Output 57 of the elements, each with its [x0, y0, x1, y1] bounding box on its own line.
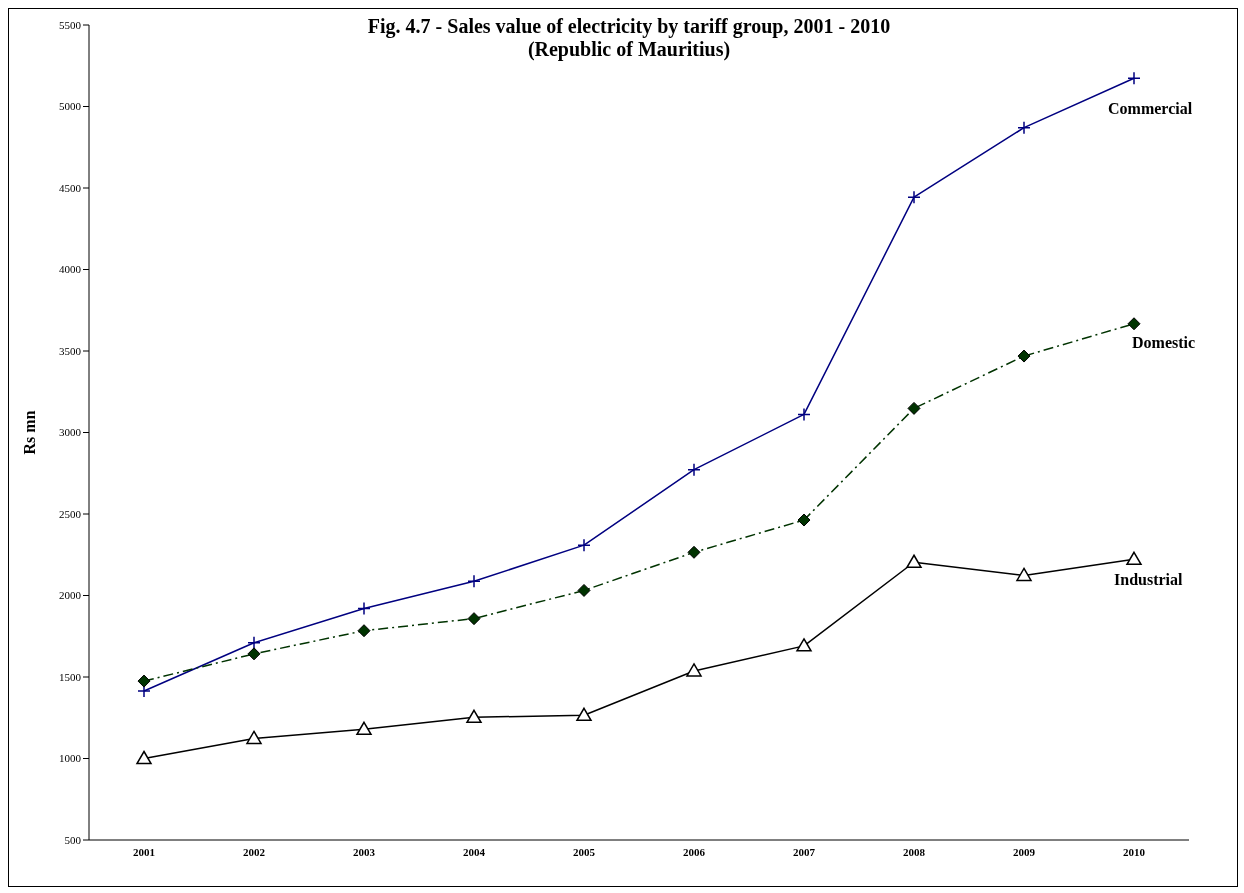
x-tick-label: 2005 — [573, 845, 596, 858]
point — [1127, 71, 1141, 86]
y-tick-label: 5500 — [59, 18, 82, 31]
point — [467, 612, 481, 626]
x-tick-label: 2007 — [793, 845, 816, 858]
x-tick-label: 2001 — [133, 845, 155, 858]
y-tick-label: 3500 — [59, 344, 82, 357]
point — [357, 601, 371, 616]
point — [137, 674, 151, 688]
point — [797, 513, 811, 527]
point — [686, 663, 702, 677]
y-tick-label: 2500 — [59, 507, 82, 520]
point — [356, 721, 372, 736]
point — [1017, 120, 1031, 135]
point — [687, 545, 701, 559]
point — [1126, 551, 1142, 566]
x-tick-label: 2004 — [463, 845, 486, 858]
point — [797, 407, 811, 422]
x-tick-label: 2002 — [243, 845, 266, 858]
chart-title: Fig. 4.7 - Sales value of electricity by tariff group, 2001 - 2010 — [366, 15, 892, 38]
point — [357, 624, 371, 638]
x-tick-label: 2010 — [1123, 845, 1146, 858]
point — [467, 574, 481, 589]
x-tick-label: 2006 — [683, 845, 706, 858]
point — [246, 730, 262, 745]
series-label: Commercial — [1108, 100, 1193, 118]
point — [576, 707, 592, 722]
point — [577, 538, 591, 552]
series-label: Domestic — [1132, 333, 1196, 351]
y-tick-label: 4000 — [59, 263, 82, 276]
point — [577, 583, 591, 597]
point — [796, 638, 812, 652]
point — [247, 636, 261, 650]
point — [906, 554, 922, 568]
y-tick-label: 4500 — [59, 181, 82, 194]
point — [137, 684, 151, 698]
y-tick-label: 1500 — [59, 670, 82, 683]
point — [907, 190, 921, 204]
text: (Republic of Mauritius) — [526, 38, 732, 61]
y-axis-title: Rs mn — [20, 410, 38, 455]
point — [247, 647, 261, 661]
x-tick-label: 2008 — [903, 845, 926, 858]
point — [1016, 567, 1032, 582]
point — [466, 709, 482, 724]
y-tick-label: 5000 — [59, 100, 82, 113]
point — [907, 401, 921, 415]
y-tick-label: 1000 — [59, 752, 82, 765]
point — [687, 462, 701, 477]
y-tick-label: 2000 — [59, 589, 82, 602]
y-tick-label: 500 — [64, 833, 82, 846]
x-tick-label: 2009 — [1013, 845, 1036, 858]
series-label: Industrial — [1114, 571, 1184, 589]
point — [1017, 349, 1031, 363]
x-tick-label: 2003 — [353, 845, 376, 858]
y-tick-label: 3000 — [59, 426, 82, 439]
point — [136, 750, 152, 765]
point — [1127, 317, 1141, 331]
